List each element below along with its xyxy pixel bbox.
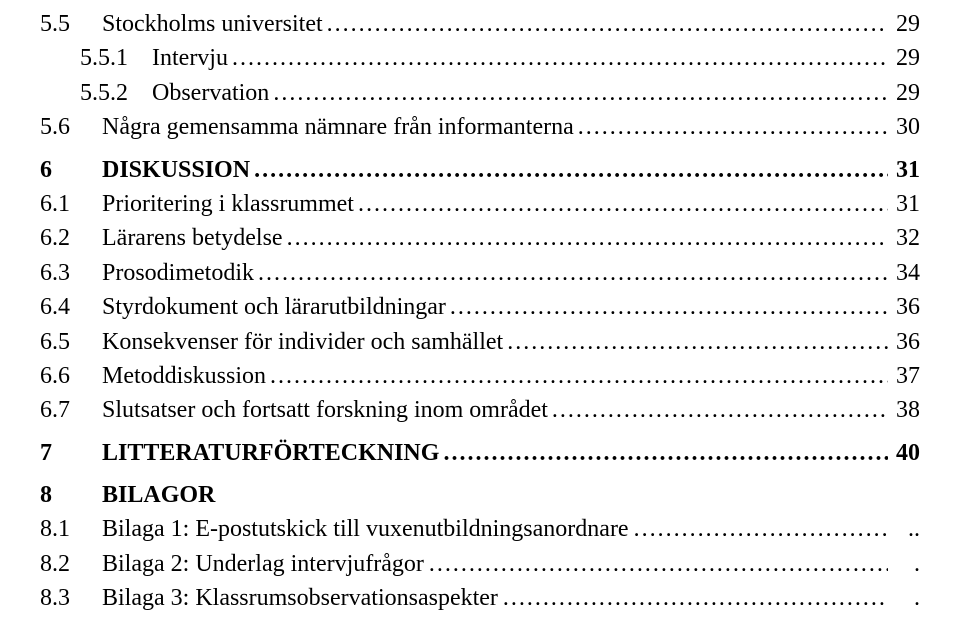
toc-leader bbox=[450, 291, 888, 323]
toc-entry-title: Några gemensamma nämnare från informante… bbox=[102, 111, 574, 143]
toc-entry-title: Prosodimetodik bbox=[102, 257, 254, 289]
toc-entry-page: 29 bbox=[892, 77, 920, 109]
toc-leader bbox=[358, 188, 888, 220]
toc-entry-page: . bbox=[892, 548, 920, 580]
toc-entry-title: Bilaga 2: Underlag intervjufrågor bbox=[102, 548, 424, 580]
toc-entry-number: 7 bbox=[40, 437, 102, 469]
toc-entry-page: 36 bbox=[892, 291, 920, 323]
toc-entry: 5.5.2Observation 29 bbox=[40, 77, 920, 109]
toc-spacer bbox=[40, 146, 920, 154]
toc-entry-page: 30 bbox=[892, 111, 920, 143]
toc-leader bbox=[552, 394, 888, 426]
toc-entry-number: 6.3 bbox=[40, 257, 102, 289]
toc-entry-number: 8.3 bbox=[40, 582, 102, 614]
toc-entry-number: 8.2 bbox=[40, 548, 102, 580]
toc-entry-number: 6.2 bbox=[40, 222, 102, 254]
toc-leader bbox=[633, 513, 888, 545]
toc-entry-title: Styrdokument och lärarutbildningar bbox=[102, 291, 446, 323]
toc-entry-number: 6.7 bbox=[40, 394, 102, 426]
toc-entry-number: 6.4 bbox=[40, 291, 102, 323]
toc-entry-number: 6 bbox=[40, 154, 102, 186]
toc-entry: 5.6Några gemensamma nämnare från informa… bbox=[40, 111, 920, 143]
toc-entry-page: 29 bbox=[892, 42, 920, 74]
toc-entry-title: Intervju bbox=[152, 42, 228, 74]
toc-leader bbox=[327, 8, 888, 40]
toc-entry: 6.2Lärarens betydelse 32 bbox=[40, 222, 920, 254]
toc-leader bbox=[287, 222, 888, 254]
toc-entry-number: 5.5.2 bbox=[80, 77, 152, 109]
toc-entry-title: Bilaga 3: Klassrumsobservationsaspekter bbox=[102, 582, 498, 614]
toc-entry: 8.1Bilaga 1: E-postutskick till vuxenutb… bbox=[40, 513, 920, 545]
toc-leader bbox=[428, 548, 888, 580]
toc-entry-page: 38 bbox=[892, 394, 920, 426]
toc-entry-page: 37 bbox=[892, 360, 920, 392]
toc-entry: 8BILAGOR bbox=[40, 479, 920, 511]
toc-leader bbox=[443, 437, 888, 469]
toc-leader bbox=[254, 154, 888, 186]
toc-entry-page: 31 bbox=[892, 154, 920, 186]
toc-entry-page: 32 bbox=[892, 222, 920, 254]
toc-entry-title: Slutsatser och fortsatt forskning inom o… bbox=[102, 394, 548, 426]
toc-leader bbox=[273, 77, 888, 109]
toc-entry-title: Lärarens betydelse bbox=[102, 222, 283, 254]
toc-leader bbox=[270, 360, 888, 392]
toc-entry-number: 5.6 bbox=[40, 111, 102, 143]
toc-entry-page: 31 bbox=[892, 188, 920, 220]
toc-spacer bbox=[40, 471, 920, 479]
toc-entry-title: Observation bbox=[152, 77, 269, 109]
toc-entry-title: Stockholms universitet bbox=[102, 8, 323, 40]
toc-leader bbox=[502, 582, 888, 614]
toc-entry: 7LITTERATURFÖRTECKNING 40 bbox=[40, 437, 920, 469]
toc-entry-number: 8 bbox=[40, 479, 102, 511]
toc-entry: 8.2Bilaga 2: Underlag intervjufrågor. bbox=[40, 548, 920, 580]
toc-entry: 6.6Metoddiskussion 37 bbox=[40, 360, 920, 392]
toc-entry: 6.3Prosodimetodik 34 bbox=[40, 257, 920, 289]
toc-entry-title: DISKUSSION bbox=[102, 154, 250, 186]
toc-entry-title: Metoddiskussion bbox=[102, 360, 266, 392]
toc-entry: 5.5.1Intervju 29 bbox=[40, 42, 920, 74]
toc-entry-title: LITTERATURFÖRTECKNING bbox=[102, 437, 439, 469]
toc-leader bbox=[507, 326, 888, 358]
toc-entry-page: 40 bbox=[892, 437, 920, 469]
toc-spacer bbox=[40, 429, 920, 437]
toc-entry-number: 6.1 bbox=[40, 188, 102, 220]
toc-entry-number: 6.5 bbox=[40, 326, 102, 358]
toc-entry: 6.1Prioritering i klassrummet 31 bbox=[40, 188, 920, 220]
toc-entry-page: . bbox=[892, 582, 920, 614]
toc-entry: 8.3Bilaga 3: Klassrumsobservationsaspekt… bbox=[40, 582, 920, 614]
toc-entry-number: 5.5 bbox=[40, 8, 102, 40]
toc-entry: 5.5Stockholms universitet 29 bbox=[40, 8, 920, 40]
toc-entry-title: Prioritering i klassrummet bbox=[102, 188, 354, 220]
toc-leader bbox=[258, 257, 888, 289]
toc-leader bbox=[232, 42, 888, 74]
toc-entry: 6DISKUSSION 31 bbox=[40, 154, 920, 186]
toc-entry: 6.4Styrdokument och lärarutbildningar 36 bbox=[40, 291, 920, 323]
toc-entry-page: 29 bbox=[892, 8, 920, 40]
toc-entry-number: 5.5.1 bbox=[80, 42, 152, 74]
toc-entry: 6.7Slutsatser och fortsatt forskning ino… bbox=[40, 394, 920, 426]
toc-entry-number: 8.1 bbox=[40, 513, 102, 545]
toc-entry-page: .. bbox=[892, 513, 920, 545]
toc-entry-title: Konsekvenser för individer och samhället bbox=[102, 326, 503, 358]
toc-entry: 6.5Konsekvenser för individer och samhäl… bbox=[40, 326, 920, 358]
toc-entry-page: 34 bbox=[892, 257, 920, 289]
toc-entry-title: Bilaga 1: E-postutskick till vuxenutbild… bbox=[102, 513, 629, 545]
toc-entry-number: 6.6 bbox=[40, 360, 102, 392]
toc-entry-title: BILAGOR bbox=[102, 479, 215, 511]
toc-leader bbox=[578, 111, 888, 143]
toc-entry-page: 36 bbox=[892, 326, 920, 358]
toc-page: 5.5Stockholms universitet295.5.1Intervju… bbox=[0, 0, 960, 615]
